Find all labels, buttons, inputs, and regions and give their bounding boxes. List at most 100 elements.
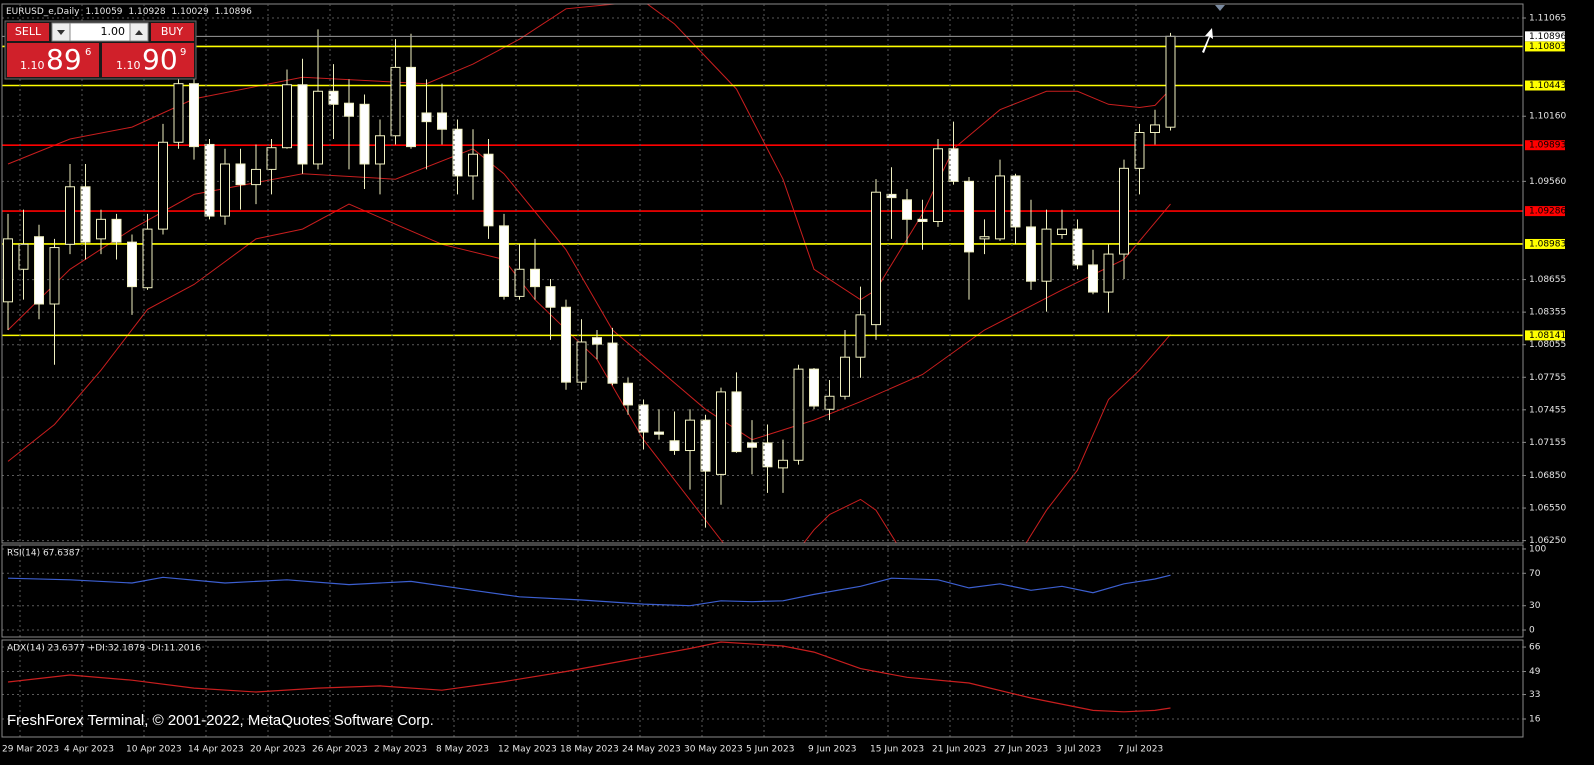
- candle-body: [313, 90, 323, 165]
- level-label-bg: [1525, 330, 1565, 341]
- panel: 100 70 30 0: [1, 544, 1546, 638]
- level-label: 1.08983: [1529, 239, 1566, 249]
- plot-area: [2, 548, 1523, 631]
- bid-big: 1.10: [20, 59, 45, 72]
- x-tick-label: 30 May 2023: [684, 745, 743, 755]
- panel: 1.110651.101601.095601.086551.083551.080…: [1, 3, 1566, 755]
- ask-pips: 90: [142, 43, 178, 76]
- candle-body: [669, 440, 680, 452]
- x-tick-label: 29 Mar 2023: [2, 745, 59, 755]
- header-open: 1.10059: [85, 7, 122, 17]
- header-high: 1.10928: [128, 7, 165, 17]
- bid-pips: 89: [46, 43, 82, 76]
- candle-body: [948, 148, 959, 182]
- header-close: 1.10896: [215, 7, 252, 17]
- sell-label: SELL: [15, 25, 42, 38]
- x-tick-label: 18 May 2023: [560, 745, 619, 755]
- y-tick-label: 1.11065: [1529, 14, 1566, 24]
- trade-panel: SELL 1.00 BUY 1.10 89 6 1.10 90 9: [4, 20, 197, 80]
- candle-body: [1057, 228, 1067, 236]
- candle-body: [964, 180, 974, 253]
- candle-body: [251, 168, 261, 186]
- y-tick-label: 70: [1529, 569, 1541, 579]
- candle-body: [437, 112, 447, 130]
- x-tick-label: 15 Jun 2023: [870, 745, 924, 755]
- candle-body: [530, 268, 540, 288]
- y-tick-label: 1.10160: [1529, 112, 1566, 122]
- candle-body: [96, 218, 106, 240]
- candle-body: [514, 268, 525, 297]
- candle-body: [297, 84, 308, 165]
- candle-body: [390, 66, 401, 137]
- arrow-object[interactable]: [1202, 28, 1213, 53]
- buy-button[interactable]: [151, 23, 194, 41]
- price-label: 1.10896: [1529, 32, 1566, 42]
- candle-body: [716, 391, 726, 475]
- candle-body: [1150, 124, 1160, 134]
- candle-body: [561, 306, 571, 383]
- candle-body: [1010, 175, 1021, 228]
- candle-body: [173, 83, 184, 143]
- candle-body: [406, 66, 416, 148]
- y-tick-label: 1.07455: [1529, 405, 1566, 415]
- candle-body: [3, 238, 13, 303]
- buy-label: BUY: [161, 25, 184, 38]
- candle-body: [995, 175, 1005, 240]
- candle-body: [483, 153, 494, 227]
- candle-body: [824, 395, 835, 410]
- y-tick-label: 1.06850: [1529, 471, 1566, 481]
- y-tick-label: 33: [1529, 690, 1540, 700]
- adx-title: ADX(14) 23.6377 +DI:32.1879 -DI:11.2016: [7, 644, 201, 654]
- candle-body: [685, 419, 695, 452]
- candle-body: [855, 314, 866, 358]
- panel-frame: [1, 544, 1524, 638]
- x-tick-label: 4 Apr 2023: [64, 745, 114, 755]
- candle-body: [421, 112, 432, 123]
- candle-body: [111, 218, 122, 243]
- candle-body: [1119, 167, 1129, 255]
- symbol-title: EURUSD_e,Daily: [6, 7, 80, 17]
- y-tick-label: 49: [1529, 667, 1541, 677]
- y-tick-label: 1.06550: [1529, 504, 1566, 514]
- candle-body: [607, 342, 618, 384]
- y-tick-label: 30: [1529, 601, 1541, 611]
- candle-body: [700, 419, 711, 472]
- ask-box[interactable]: [102, 43, 194, 77]
- candle-body: [840, 356, 850, 397]
- header-low: 1.10029: [172, 7, 209, 17]
- candle-body: [902, 199, 912, 220]
- level-label: 1.10443: [1529, 81, 1566, 91]
- level-label-bg: [1525, 80, 1565, 91]
- x-tick-label: 8 May 2023: [436, 745, 489, 755]
- y-tick-label: 1.08055: [1529, 340, 1566, 350]
- candle-body: [499, 225, 509, 297]
- candle-body: [375, 135, 385, 165]
- candle-body: [809, 368, 819, 407]
- lot-decrease-icon: [57, 30, 65, 35]
- candle-body: [220, 163, 230, 217]
- candle-body: [1026, 226, 1036, 282]
- candle-body: [762, 442, 773, 468]
- level-label-bg: [1525, 238, 1565, 249]
- bid-point: 6: [85, 47, 91, 58]
- candle-body: [886, 193, 897, 199]
- rsi-title: RSI(14) 67.6387: [7, 549, 80, 559]
- x-tick-label: 12 May 2023: [498, 745, 557, 755]
- candle-body: [731, 391, 742, 453]
- indicator-line: [7, 574, 1171, 607]
- y-tick-label: 66: [1529, 643, 1541, 653]
- candle-body: [189, 83, 199, 148]
- x-tick-label: 9 Jun 2023: [808, 745, 856, 755]
- chart-header: EURUSD_e,Daily 1.10059 1.10928 1.10029 1…: [6, 7, 252, 17]
- level-label: 1.09893: [1529, 141, 1566, 151]
- ask-big: 1.10: [116, 59, 141, 72]
- plot-area: [2, 641, 1523, 720]
- candle-body: [1103, 253, 1114, 293]
- candle-body: [979, 236, 990, 240]
- sell-button[interactable]: [7, 23, 49, 41]
- y-tick-label: 16: [1529, 715, 1541, 725]
- chart-shift-marker[interactable]: [1215, 5, 1225, 11]
- x-tick-label: 3 Jul 2023: [1056, 745, 1101, 755]
- bid-box[interactable]: [7, 43, 99, 77]
